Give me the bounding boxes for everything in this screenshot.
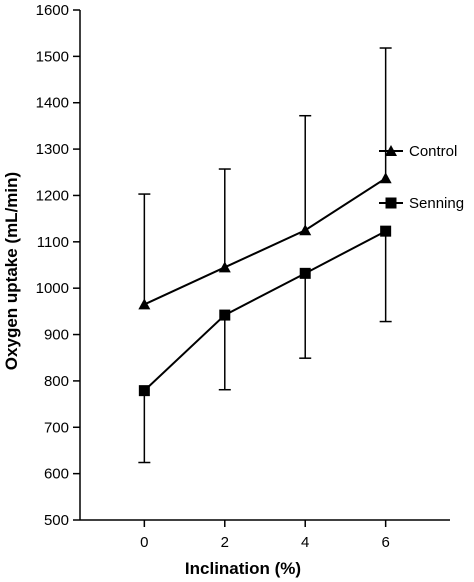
senning-series-line	[143, 230, 387, 392]
senning-point-marker	[380, 225, 392, 237]
series-lines	[143, 177, 387, 392]
y-tick-label: 800	[44, 373, 69, 390]
y-tick-label: 1000	[36, 280, 69, 297]
y-axis-title: Oxygen uptake (mL/min)	[2, 172, 21, 370]
y-tick-label: 1200	[36, 187, 69, 204]
y-tick-label: 600	[44, 466, 69, 483]
x-tick-label: 2	[221, 534, 229, 551]
y-tick-label: 900	[44, 327, 69, 344]
control-point-marker	[299, 224, 312, 236]
y-tick-label: 500	[44, 512, 69, 529]
senning-point-marker	[299, 267, 311, 279]
axes: 500 600 700 800 900 1000 1100 1200 1300 1400 1500 1…	[36, 2, 450, 551]
x-axis-title: Inclination (%)	[185, 559, 301, 578]
error-bars	[138, 47, 392, 464]
y-tick-label: 1100	[37, 234, 69, 251]
senning-point-marker	[138, 385, 150, 397]
y-tick-label: 1300	[36, 141, 69, 158]
x-tick-label: 6	[381, 534, 389, 551]
x-tick-label: 0	[140, 534, 148, 551]
senning-legend-label: Senning	[409, 195, 464, 212]
senning-point-marker	[219, 309, 231, 321]
control-point-marker	[379, 172, 392, 184]
control-legend-marker	[385, 145, 397, 156]
x-tick-label: 4	[301, 534, 309, 551]
y-tick-label: 1400	[36, 95, 69, 112]
y-tick-label: 700	[44, 419, 69, 436]
legend: Control Senning	[379, 143, 464, 212]
senning-legend-marker	[385, 197, 397, 209]
control-point-marker	[138, 298, 151, 310]
control-legend-label: Control	[409, 143, 457, 160]
control-series-line	[143, 177, 387, 306]
control-point-marker	[218, 261, 231, 273]
y-tick-label: 1500	[36, 48, 69, 65]
y-tick-label: 1600	[36, 2, 69, 19]
data-markers	[138, 172, 392, 397]
